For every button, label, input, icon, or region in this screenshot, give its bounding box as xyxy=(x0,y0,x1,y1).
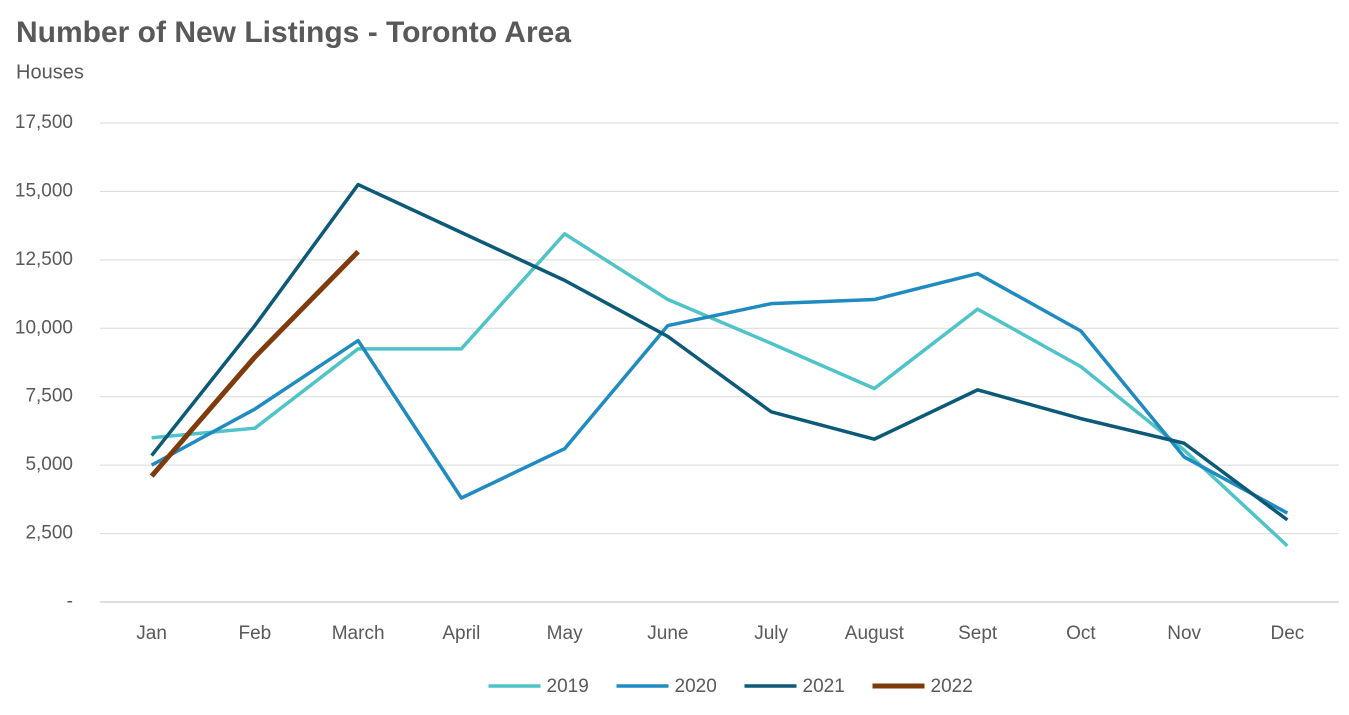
legend-label: 2022 xyxy=(931,676,973,697)
legend-label: 2019 xyxy=(547,676,589,697)
series-line xyxy=(151,232,1289,548)
y-tick-label: 2,500 xyxy=(25,523,73,544)
series-line xyxy=(150,271,1289,515)
x-tick-label: June xyxy=(647,623,688,644)
x-tick-label: March xyxy=(332,623,385,644)
y-tick-label: 10,000 xyxy=(15,317,73,338)
x-tick-label: Nov xyxy=(1167,623,1201,644)
y-tick-label: 5,000 xyxy=(25,454,73,475)
x-tick-label: May xyxy=(547,623,583,644)
x-tick-label: Feb xyxy=(239,623,272,644)
y-tick-label: 15,000 xyxy=(15,180,73,201)
chart-subtitle: Houses xyxy=(16,61,84,83)
chart-title: Number of New Listings - Toronto Area xyxy=(16,16,571,49)
x-tick-label: April xyxy=(442,623,480,644)
legend-label: 2020 xyxy=(675,676,717,697)
legend-label: 2021 xyxy=(803,676,845,697)
x-tick-label: Jan xyxy=(136,623,167,644)
x-tick-label: August xyxy=(845,623,905,644)
series-line xyxy=(150,182,1289,522)
x-tick-label: Oct xyxy=(1066,623,1096,644)
y-tick-label: 7,500 xyxy=(25,386,73,407)
y-tick-label: 17,500 xyxy=(15,112,73,133)
x-tick-label: Dec xyxy=(1270,623,1304,644)
series-line xyxy=(149,249,360,478)
x-tick-label: July xyxy=(754,623,788,644)
y-tick-label: - xyxy=(67,591,73,612)
y-tick-label: 12,500 xyxy=(15,249,73,270)
x-tick-label: Sept xyxy=(958,623,998,644)
